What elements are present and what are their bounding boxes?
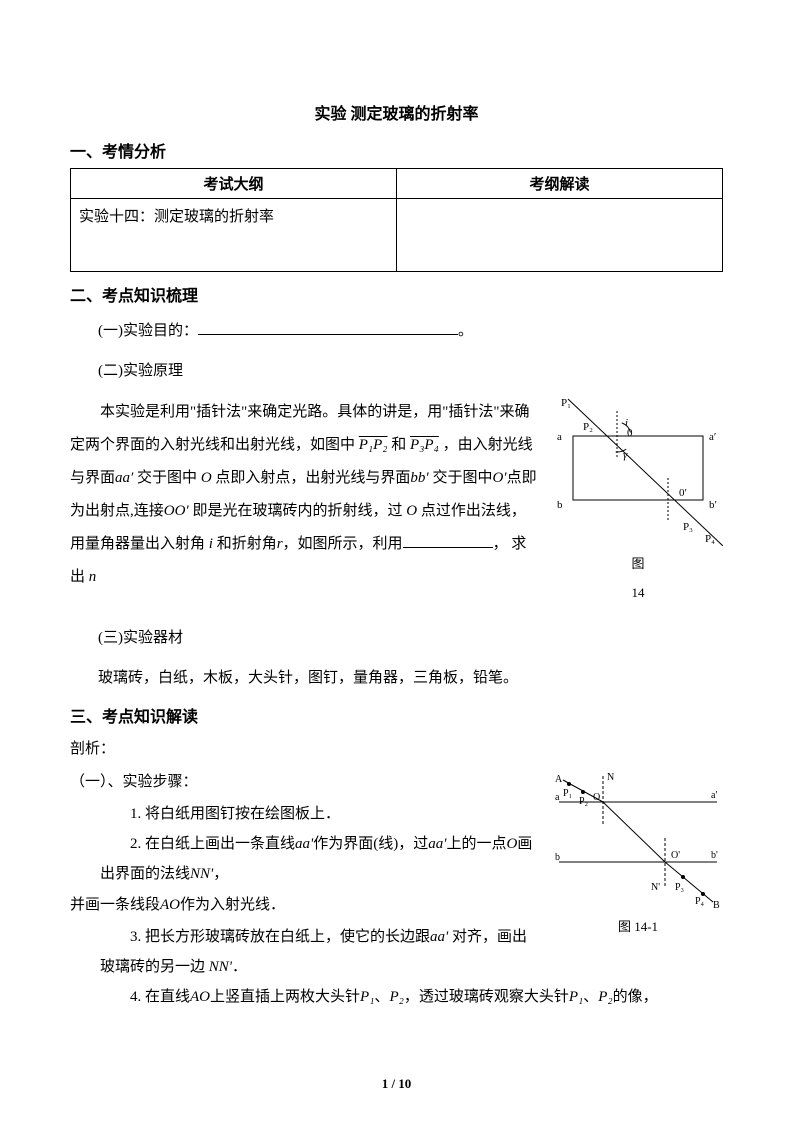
Oprime: O′	[492, 470, 506, 486]
svg-text:P₄: P₄	[695, 896, 705, 907]
st2e: ，	[213, 866, 228, 882]
th-col1: 考试大纲	[71, 169, 397, 199]
pp-e: 交于图中	[429, 470, 493, 486]
svg-text:0: 0	[627, 427, 633, 439]
section3-heading: 三、考点知识解读	[70, 703, 723, 727]
svg-text:b: b	[555, 852, 560, 863]
AO-2: AO	[190, 989, 210, 1005]
step4: 4. 在直线AO上竖直插上两枚大头针P₁、P₂，透过玻璃砖观察大头针P₁、P₂的…	[100, 982, 723, 1012]
st4a: 4. 在直线	[130, 989, 190, 1005]
O: O	[201, 470, 212, 486]
svg-text:O': O'	[671, 850, 680, 861]
svg-text:A: A	[555, 774, 563, 785]
var-n: n	[89, 569, 97, 585]
svg-text:P₁: P₁	[561, 397, 571, 409]
section1-heading: 一、考情分析	[70, 138, 723, 162]
bb: bb′	[410, 470, 428, 486]
st3a: 3. 把长方形玻璃砖放在白纸上，使它的长边跟	[130, 929, 430, 945]
NN-2: NN'	[209, 959, 232, 975]
st2c: 上的一点	[446, 836, 506, 852]
svg-text:γ: γ	[623, 449, 628, 461]
page-footer: 1 / 10	[0, 1076, 793, 1092]
s3-block: ANaa'bb'OO'N'BP₁P₂P₃P₄ 图 14-1 （一）、实验步骤： …	[70, 766, 723, 1012]
st4d: 的像，	[613, 989, 658, 1005]
O2: O	[406, 503, 417, 519]
svg-text:P₂: P₂	[579, 796, 588, 807]
O-3: O	[506, 836, 517, 852]
th-col2: 考纲解读	[397, 169, 723, 199]
svg-text:P₃: P₃	[683, 521, 693, 533]
seg-p3p4: P₃P₄	[410, 437, 439, 453]
figure2-caption: 图 14-1	[553, 916, 723, 935]
aa-3: aa'	[428, 836, 446, 852]
OO: OO′	[164, 503, 189, 519]
pp-c: 交于图中	[133, 470, 201, 486]
st2a: 2. 在白纸上画出一条直线	[130, 836, 295, 852]
outline-table: 考试大纲 考纲解读 实验十四：测定玻璃的折射率	[70, 168, 723, 272]
svg-text:P₄: P₄	[705, 533, 715, 545]
P2-2: P₂	[598, 989, 612, 1005]
dot2: 、	[583, 989, 598, 1005]
pp-d: 点即入射点，出射光线与界面	[212, 470, 411, 486]
s3-analysis: 剖析：	[70, 733, 723, 766]
st2l2b: 作为入射光线．	[180, 897, 285, 913]
st4c: ，透过玻璃砖观察大头针	[404, 989, 569, 1005]
svg-text:N: N	[607, 772, 614, 783]
pp-i: 和折射角	[213, 536, 277, 552]
page-title: 实验 测定玻璃的折射率	[70, 100, 723, 124]
NN-1: NN'	[190, 866, 213, 882]
s2-principle-block: iγP₁P₂aa′bb′00′P₃P₄ 图 14 本实验是利用"插针法"来确定光…	[70, 396, 723, 613]
svg-text:a': a'	[711, 790, 717, 801]
s2-item1: (一)实验目的： 。	[98, 316, 723, 346]
aa-2: aa'	[295, 836, 313, 852]
st2b: 作为界面(线)，过	[313, 836, 428, 852]
svg-text:a′: a′	[709, 431, 716, 443]
svg-text:a: a	[557, 431, 562, 443]
svg-text:P₁: P₁	[563, 788, 572, 799]
figure2-svg: A Na a' b b' O O' N' B P₁ P₂ P₃ P₄	[553, 772, 723, 912]
P2: P₂	[389, 989, 403, 1005]
svg-text:B: B	[713, 900, 720, 911]
svg-text:b′: b′	[709, 499, 717, 511]
pp-g: 即是光在玻璃砖内的折射线，过	[189, 503, 407, 519]
svg-text:a: a	[555, 792, 560, 803]
P1-2: P₁	[569, 989, 583, 1005]
svg-text:P₂: P₂	[583, 421, 593, 433]
td-r1c2	[397, 199, 723, 272]
td-r1c1: 实验十四：测定玻璃的折射率	[71, 199, 397, 272]
pp-and: 和	[388, 437, 407, 453]
svg-text:N': N'	[651, 882, 660, 893]
st2l2a: 并画一条线段	[70, 897, 160, 913]
aa: aa′	[115, 470, 133, 486]
s2-item3-label: (三)实验器材	[98, 623, 723, 653]
s2-item2-label: (二)实验原理	[98, 356, 723, 386]
blank-objective	[198, 319, 458, 335]
svg-text:b': b'	[711, 850, 718, 861]
P1: P₁	[360, 989, 374, 1005]
figure1-box: iγP₁P₂aa′bb′00′P₃P₄ 图 14	[553, 396, 723, 607]
svg-text:b: b	[557, 499, 563, 511]
s2-item1-suffix: 。	[458, 323, 473, 339]
st4b: 上竖直插上两枚大头针	[210, 989, 360, 1005]
figure1-svg: iγP₁P₂aa′bb′00′P₃P₄	[553, 396, 723, 546]
figure2-box: A Na a' b b' O O' N' B P₁ P₂ P₃ P₄ 图 14-1	[553, 772, 723, 935]
st3c: ．	[232, 959, 247, 975]
pp-j: ，如图所示，利用	[283, 536, 403, 552]
svg-text:0′: 0′	[679, 487, 687, 499]
s2-equipment: 玻璃砖，白纸，木板，大头针，图钉，量角器，三角板，铅笔。	[98, 663, 723, 693]
svg-text:P₃: P₃	[675, 882, 684, 893]
seg-p1p2: P₁P₂	[359, 437, 388, 453]
svg-text:O: O	[593, 792, 600, 803]
aa-4: aa'	[430, 929, 448, 945]
AO: AO	[160, 897, 180, 913]
section2-heading: 二、考点知识梳理	[70, 282, 723, 306]
blank-formula	[403, 532, 493, 548]
dot1: 、	[374, 989, 389, 1005]
figure1-caption: 图 14	[553, 550, 723, 607]
s2-item1-label: (一)实验目的：	[98, 323, 198, 339]
